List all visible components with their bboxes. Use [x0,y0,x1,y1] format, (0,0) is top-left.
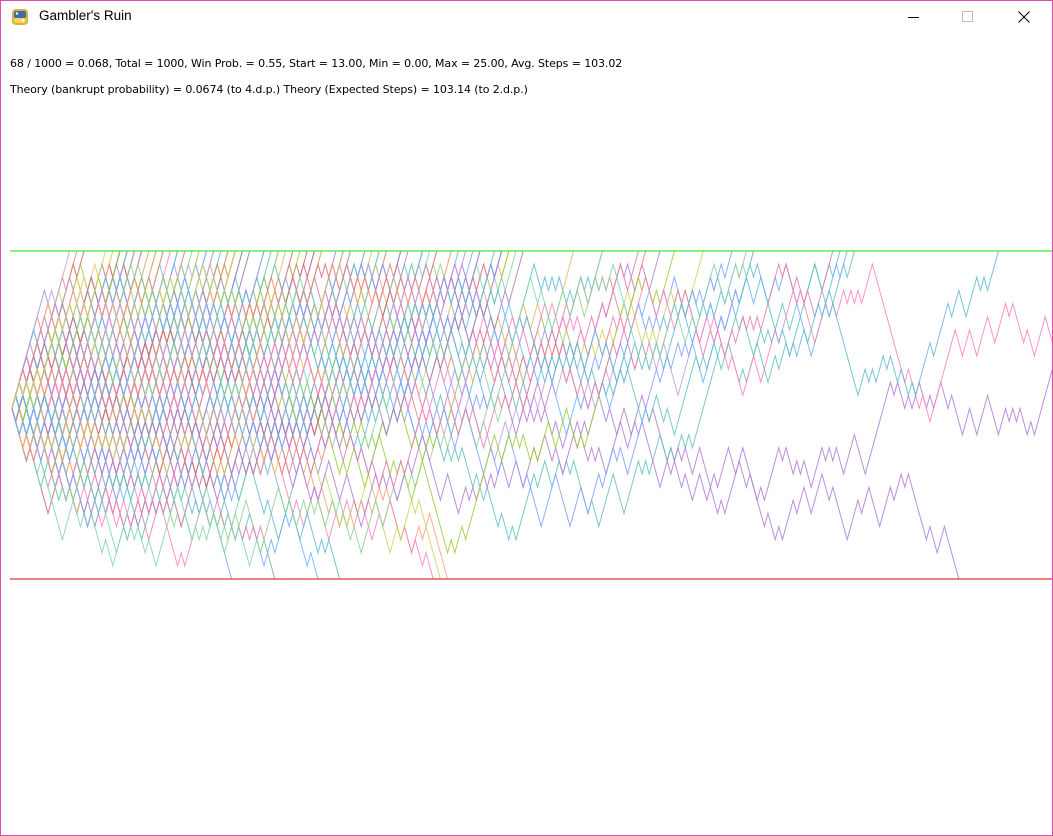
window-title: Gambler's Ruin [39,8,132,23]
random-walk-path [11,250,121,411]
close-button[interactable] [1001,1,1047,32]
random-walk-path [11,250,251,450]
random-walk-path [11,250,207,450]
random-walk-path [11,250,265,463]
random-walk-path [11,250,301,450]
random-walk-path [11,288,449,580]
minimize-button[interactable] [891,1,937,32]
random-walk-path [11,250,503,490]
random-walk-path [11,250,229,476]
random-walk-paths [11,250,1052,580]
random-walk-path [11,250,135,409]
random-walk-path [11,408,276,580]
random-walk-path [11,250,135,411]
random-walk-path [11,250,344,476]
close-icon [1018,10,1030,23]
random-walk-path [11,250,121,409]
random-walk-path [11,250,999,450]
random-walk-path [11,250,78,409]
random-walk-path [11,250,236,476]
random-walk-path [11,250,834,490]
python-icon [12,9,28,25]
random-walk-path [11,393,434,580]
random-walk-path [11,250,251,450]
random-walk-path [11,250,495,450]
random-walk-path [11,250,704,476]
random-walk-path [11,250,107,409]
random-walk-path [11,250,639,450]
minimize-icon [908,16,919,18]
maximize-icon [962,10,973,22]
random-walk-path [11,250,423,450]
random-walk-path [11,250,510,503]
stats-text: 68 / 1000 = 0.068, Total = 1000, Win Pro… [10,57,623,70]
random-walk-path [11,250,755,450]
random-walk-path [11,250,344,476]
random-walk-path [11,250,229,450]
random-walk-path [11,250,135,409]
random-walk-path [11,250,524,476]
theory-text: Theory (bankrupt probability) = 0.0674 (… [10,83,528,96]
title-bar[interactable]: Gambler's Ruin [1,0,1052,32]
random-walk-path [11,250,733,476]
random-walk-path [11,250,467,411]
maximize-button[interactable] [945,1,991,32]
random-walk-path [11,250,661,450]
random-walk-path [11,250,380,411]
random-walk-path [11,250,164,476]
